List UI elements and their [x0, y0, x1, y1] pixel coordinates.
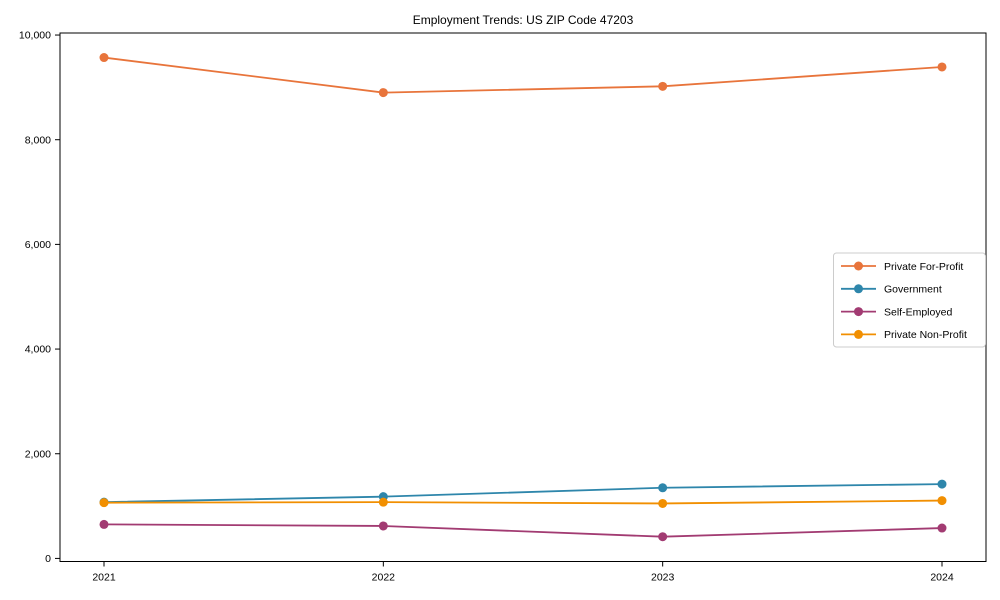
data-point	[99, 53, 109, 63]
legend-marker	[854, 284, 863, 294]
data-point	[658, 532, 668, 542]
legend-label: Private Non-Profit	[884, 329, 967, 341]
data-point	[937, 496, 947, 506]
x-tick-label: 2022	[372, 572, 396, 584]
series-line-private-non-profit	[103, 499, 943, 505]
data-point	[658, 483, 668, 493]
data-point	[937, 523, 947, 533]
y-tick-label: 4,000	[25, 344, 51, 356]
series-group	[99, 53, 947, 542]
series-line-self-employed	[103, 523, 943, 538]
legend-label: Self-Employed	[884, 306, 952, 318]
data-point	[658, 498, 668, 508]
legend-label: Government	[884, 284, 942, 296]
data-point	[937, 62, 947, 72]
data-point	[99, 519, 109, 529]
legend-marker	[854, 261, 863, 271]
series-line-private-for-profit	[103, 56, 943, 94]
legend-marker	[854, 307, 863, 317]
y-tick-label: 8,000	[25, 134, 51, 146]
series-line-government	[103, 483, 943, 504]
data-point	[937, 479, 947, 489]
legend-marker	[854, 329, 863, 339]
data-point	[378, 521, 388, 531]
y-tick-label: 0	[45, 553, 51, 565]
x-tick-label: 2024	[930, 572, 954, 584]
legend: Private For-Profit Government Self-Employe…	[833, 252, 986, 348]
legend-box	[833, 252, 986, 348]
x-tick-label: 2021	[92, 572, 116, 584]
chart-title: Employment Trends: US ZIP Code 47203	[413, 13, 634, 27]
data-point	[99, 498, 109, 508]
y-tick-label: 10,000	[19, 30, 51, 42]
data-point	[378, 88, 388, 98]
x-tick-label: 2023	[651, 572, 675, 584]
data-point	[658, 81, 668, 91]
y-tick-label: 2,000	[25, 448, 51, 460]
axes: 0 2,000 4,000 6,000 8,000 10,000 2021 2022 2023 2…	[19, 30, 954, 584]
data-point	[378, 497, 388, 507]
y-tick-label: 6,000	[25, 239, 51, 251]
legend-label: Private For-Profit	[884, 261, 963, 273]
